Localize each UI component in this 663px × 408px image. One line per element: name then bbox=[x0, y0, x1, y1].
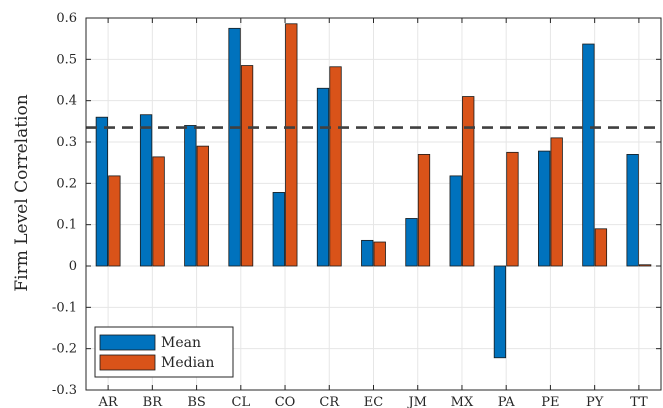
bar-median-bs bbox=[196, 145, 209, 267]
bar-median-pa bbox=[506, 151, 519, 267]
axes-box bbox=[85, 17, 662, 391]
bars bbox=[95, 23, 652, 359]
bar-mean-py bbox=[582, 43, 595, 267]
y-tick-label: 0.6 bbox=[56, 11, 77, 26]
bar-mean-br bbox=[139, 114, 153, 267]
bar-median-mx bbox=[462, 96, 475, 267]
y-axis-label: Firm Level Correlation bbox=[12, 94, 32, 291]
x-tick-label: CL bbox=[232, 395, 251, 408]
grid-lines bbox=[86, 17, 661, 391]
bar-mean-tt bbox=[626, 153, 639, 267]
y-tick-label: 0.4 bbox=[56, 94, 77, 109]
y-tick-label: 0.3 bbox=[56, 135, 77, 150]
bar-mean-cr bbox=[316, 87, 330, 267]
legend-label-median: Median bbox=[161, 355, 214, 371]
legend: Mean Median bbox=[94, 326, 234, 378]
bar-mean-co bbox=[272, 192, 285, 267]
bar-mean-pe bbox=[538, 150, 551, 267]
x-tick-label: JM bbox=[406, 395, 427, 408]
bar-median-ar bbox=[108, 175, 121, 267]
x-tick-label: PE bbox=[541, 395, 559, 408]
bar-median-co bbox=[285, 23, 298, 267]
x-tick-label: PA bbox=[498, 395, 516, 408]
bar-median-tt bbox=[638, 264, 652, 267]
y-tick-label: -0.2 bbox=[52, 342, 77, 357]
bar-mean-bs bbox=[184, 125, 197, 267]
x-tick-label: CO bbox=[275, 395, 296, 408]
bar-mean-ec bbox=[361, 239, 374, 267]
x-tick-label: AR bbox=[98, 395, 119, 408]
axes: -0.3 -0.2 -0.1 0 0.1 0.2 0.3 0.4 0.5 0.6 AR BR BS CL C… bbox=[52, 11, 662, 408]
bar-median-br bbox=[152, 156, 165, 267]
y-tick-label: 0.1 bbox=[56, 218, 77, 233]
y-tick-label: 0.5 bbox=[56, 52, 77, 67]
y-tick-label: 0.2 bbox=[56, 176, 77, 191]
bar-mean-pa bbox=[493, 265, 507, 359]
x-tick-label: CR bbox=[319, 395, 340, 408]
y-tick-label: -0.1 bbox=[52, 300, 77, 315]
bar-mean-jm bbox=[405, 218, 418, 267]
x-tick-label: TT bbox=[630, 395, 648, 408]
y-tick-label: 0 bbox=[69, 259, 77, 274]
x-tick-label: BR bbox=[143, 395, 164, 408]
bar-median-ec bbox=[373, 241, 386, 267]
bar-median-py bbox=[594, 228, 608, 267]
y-tick-label: -0.3 bbox=[52, 383, 77, 398]
legend-swatch-mean bbox=[99, 334, 156, 351]
x-tick-label: EC bbox=[364, 395, 383, 408]
x-tick-label: PY bbox=[586, 395, 604, 408]
bar-median-pe bbox=[550, 137, 563, 267]
bar-median-cr bbox=[329, 66, 342, 267]
bar-median-cl bbox=[240, 65, 254, 267]
legend-swatch-median bbox=[99, 354, 156, 371]
x-tick-label: BS bbox=[187, 395, 205, 408]
bar-mean-mx bbox=[449, 175, 462, 267]
bar-median-jm bbox=[417, 153, 431, 267]
legend-label-mean: Mean bbox=[161, 335, 201, 351]
bar-mean-ar bbox=[95, 116, 109, 267]
x-tick-label: MX bbox=[451, 395, 474, 408]
bar-mean-cl bbox=[228, 27, 241, 267]
